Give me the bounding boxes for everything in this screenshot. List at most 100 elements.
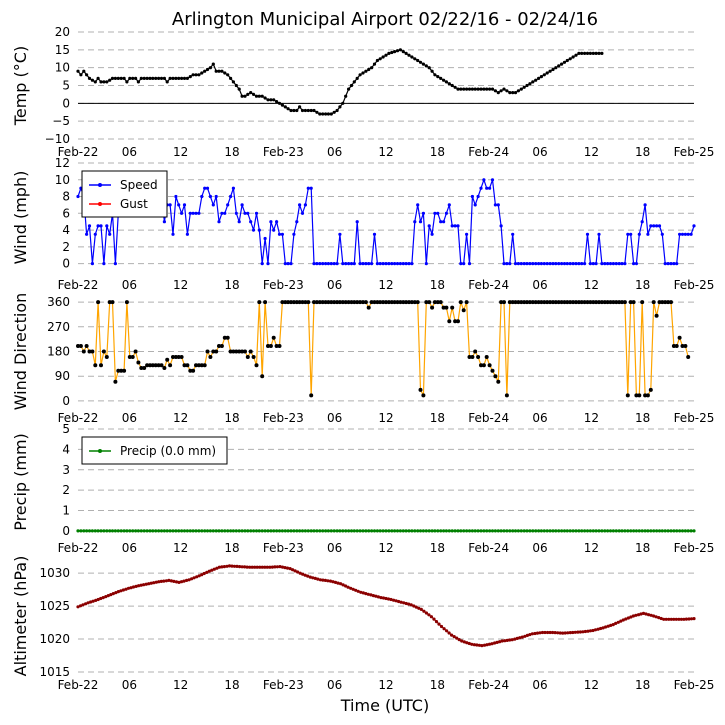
data-point (231, 186, 235, 190)
data-point (335, 300, 340, 305)
data-point (308, 575, 312, 579)
data-point (102, 80, 106, 84)
panel-direction: 0 90 180 270 360 Feb-22 06 12 18 Feb-23 06 12 18 Feb-… (11, 293, 714, 425)
data-point (352, 529, 356, 533)
data-point (332, 262, 336, 266)
data-point (298, 203, 302, 207)
data-point (196, 363, 201, 368)
data-point (416, 58, 420, 63)
data-point (430, 69, 434, 73)
data-point (108, 232, 112, 236)
data-point (315, 110, 319, 114)
x-tick-label: 06 (327, 678, 342, 692)
x-tick-label: 12 (584, 411, 599, 425)
data-point (617, 300, 622, 305)
data-point (580, 262, 584, 266)
data-point (576, 630, 580, 634)
data-point (315, 529, 319, 533)
x-tick-label: 06 (532, 145, 547, 159)
data-point (240, 529, 244, 533)
data-point (528, 262, 532, 266)
data-point (490, 178, 495, 182)
y-tick-label: 0 (62, 524, 70, 538)
legend-swatch-marker (98, 202, 102, 206)
data-point (349, 529, 354, 533)
data-point (395, 49, 400, 53)
data-point (372, 232, 377, 236)
data-point (398, 262, 402, 266)
y-tick-label: 5 (62, 79, 70, 93)
data-point (378, 300, 383, 305)
data-point (462, 529, 466, 533)
data-point (255, 565, 259, 569)
y-tick-label: −5 (52, 114, 70, 128)
data-point (649, 529, 653, 533)
data-point (655, 224, 659, 228)
y-tick-label: 5 (62, 422, 70, 436)
data-point (445, 629, 449, 633)
data-point (476, 87, 480, 91)
data-point (76, 529, 80, 533)
data-point (660, 232, 664, 236)
data-point (611, 300, 616, 305)
data-point (220, 565, 224, 569)
data-point (588, 51, 593, 56)
data-point (265, 565, 269, 569)
data-point (493, 529, 497, 533)
data-point (608, 300, 613, 305)
data-point (195, 575, 199, 579)
data-point (220, 211, 224, 215)
data-point (130, 355, 135, 359)
data-point (82, 529, 86, 533)
data-point (433, 73, 437, 77)
data-point (415, 300, 420, 305)
data-point (651, 300, 656, 305)
data-point (254, 529, 259, 533)
data-point (352, 80, 356, 84)
data-point (654, 313, 659, 318)
data-point (326, 112, 330, 116)
data-point (258, 565, 262, 569)
x-tick-label: Feb-24 (468, 278, 509, 292)
y-tick-label: 90 (55, 369, 70, 383)
x-tick-label: 12 (173, 541, 188, 555)
data-point (260, 374, 265, 379)
data-point (269, 529, 273, 533)
data-point (191, 73, 195, 77)
data-point (303, 300, 308, 305)
data-point (574, 529, 578, 533)
data-point (562, 300, 567, 305)
data-point (629, 232, 633, 236)
data-point (597, 529, 601, 533)
x-tick-label: 18 (430, 678, 445, 692)
data-point (511, 529, 515, 533)
data-point (82, 69, 86, 73)
data-point (643, 529, 647, 533)
data-point (185, 578, 189, 583)
y-tick-label: 1025 (39, 599, 70, 613)
data-point (93, 529, 97, 533)
data-point (168, 529, 172, 533)
data-point (384, 300, 388, 305)
data-point (303, 573, 307, 577)
data-point (472, 643, 476, 647)
data-point (447, 529, 451, 533)
data-point (370, 66, 374, 70)
series-direction (76, 300, 691, 398)
data-point (171, 355, 175, 359)
data-point (96, 76, 100, 80)
data-point (131, 585, 136, 589)
data-point (467, 529, 472, 533)
data-point (551, 67, 555, 72)
data-point (536, 300, 541, 305)
data-point (283, 300, 288, 305)
data-point (152, 581, 156, 585)
data-point (399, 600, 403, 604)
data-point (503, 639, 507, 643)
data-point (191, 211, 195, 215)
data-point (432, 300, 437, 305)
data-point (606, 624, 610, 628)
legend-swatch-marker (98, 183, 102, 187)
data-point (534, 262, 538, 266)
data-point (467, 641, 471, 646)
